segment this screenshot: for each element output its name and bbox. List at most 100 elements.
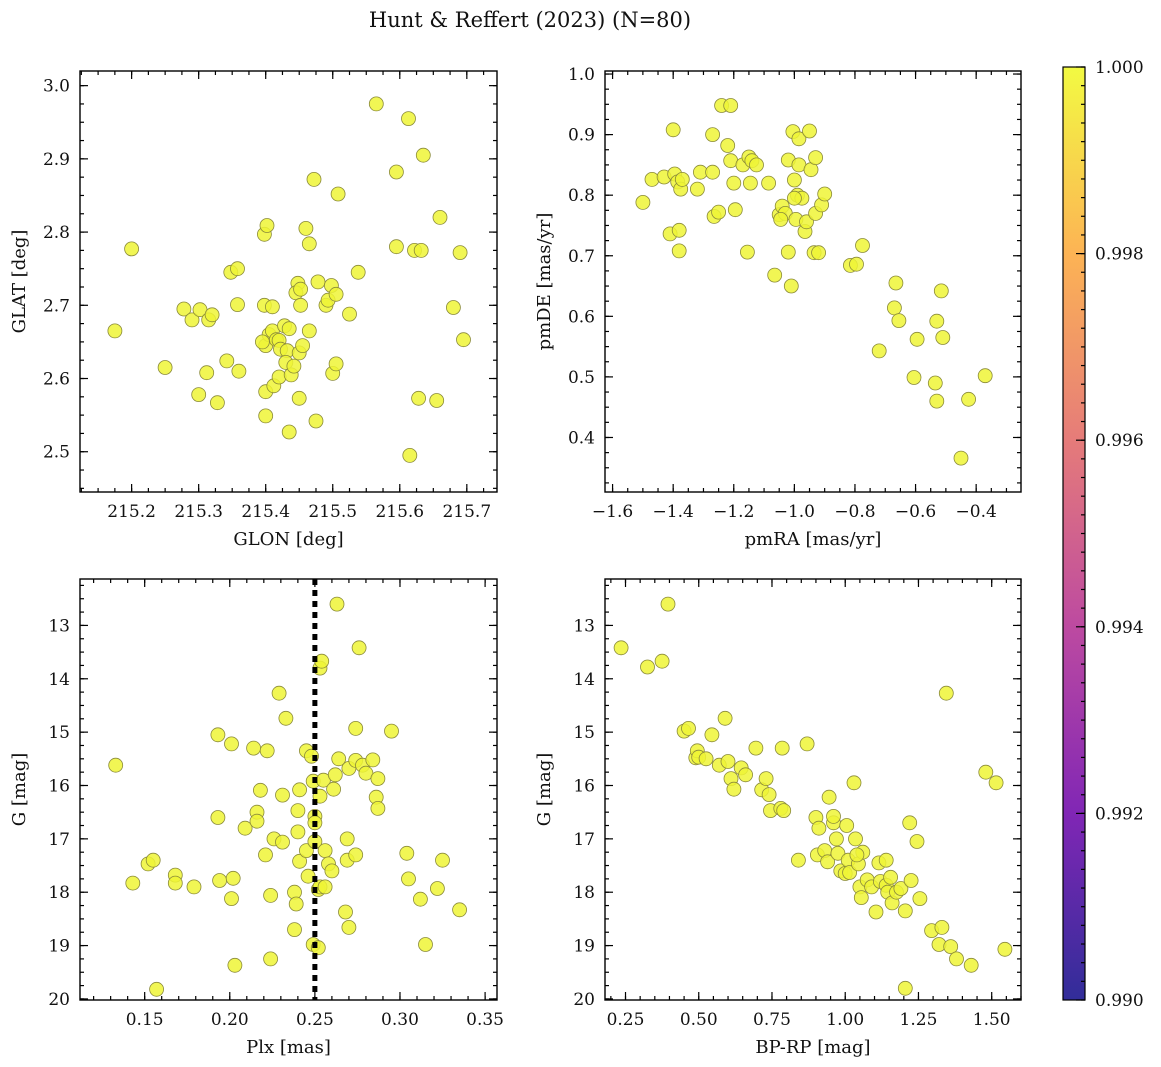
data-point xyxy=(348,721,364,736)
data-point xyxy=(868,904,884,920)
x-tick-label: −0.4 xyxy=(956,502,997,522)
data-point xyxy=(402,447,418,463)
y-tick-label: 18 xyxy=(573,883,595,903)
data-point xyxy=(435,852,450,868)
data-point xyxy=(326,781,342,797)
data-point xyxy=(934,920,950,935)
data-point xyxy=(209,395,225,411)
minor-ticks xyxy=(605,579,1022,1000)
y-tick-label: 16 xyxy=(48,776,70,796)
data-point xyxy=(720,754,736,769)
data-point xyxy=(212,873,228,888)
data-point xyxy=(758,771,774,786)
y-tick-label: 2.9 xyxy=(43,150,70,170)
data-point xyxy=(292,782,308,798)
data-point xyxy=(761,787,777,802)
x-tick-label: −1.0 xyxy=(774,502,815,522)
data-point xyxy=(204,307,220,323)
data-point xyxy=(929,313,945,329)
data-point xyxy=(330,186,346,202)
data-point xyxy=(855,238,870,253)
x-tick-label: 0.50 xyxy=(680,1010,718,1030)
data-point xyxy=(711,204,726,220)
data-point xyxy=(412,891,428,907)
data-point xyxy=(774,740,790,756)
data-point xyxy=(811,820,827,836)
data-point xyxy=(961,391,976,407)
y-tick-label: 2.8 xyxy=(43,223,70,243)
x-axis-label: BP-RP [mag] xyxy=(755,1037,870,1058)
data-point xyxy=(125,875,141,891)
data-point xyxy=(897,903,913,919)
data-point xyxy=(388,239,404,255)
x-tick-label: 215.6 xyxy=(375,502,424,522)
x-tick-label: 0.75 xyxy=(753,1010,791,1030)
data-point xyxy=(254,334,270,350)
y-axis-label: G [mag] xyxy=(9,753,30,826)
data-point xyxy=(978,764,994,780)
data-point xyxy=(331,751,347,767)
panel-glon-glat: 215.2 215.3 215.4 215.5 215.6 215.7 2.5 2.6 2.7 2… xyxy=(9,70,498,550)
data-point xyxy=(665,122,681,138)
data-point xyxy=(927,375,943,391)
y-tick-label: 18 xyxy=(48,883,70,903)
data-point xyxy=(227,957,243,973)
x-tick-label: −1.4 xyxy=(653,502,694,522)
axes-frame xyxy=(604,578,1022,1001)
data-point xyxy=(909,331,925,347)
data-point xyxy=(912,891,928,906)
data-point xyxy=(384,723,399,739)
data-point xyxy=(671,243,687,259)
y-axis-label: pmDE [mas/yr] xyxy=(534,213,555,351)
data-point xyxy=(219,353,235,369)
data-point xyxy=(849,256,864,272)
data-point xyxy=(246,740,262,756)
data-point xyxy=(452,902,468,918)
data-point xyxy=(891,313,907,329)
data-point xyxy=(429,881,445,896)
data-point xyxy=(329,596,345,612)
x-tick-label: 215.4 xyxy=(241,502,290,522)
data-point xyxy=(821,789,837,805)
data-point xyxy=(230,261,245,277)
data-point xyxy=(191,387,207,403)
axes-frame xyxy=(79,70,498,493)
data-point xyxy=(292,853,308,869)
data-point xyxy=(660,596,676,612)
data-point xyxy=(897,980,913,996)
y-tick-label: 15 xyxy=(573,723,595,743)
data-point xyxy=(317,879,333,895)
data-point xyxy=(264,299,280,315)
data-point xyxy=(938,685,954,701)
data-point xyxy=(887,300,902,316)
data-point xyxy=(933,283,949,299)
data-point xyxy=(799,736,815,752)
data-point xyxy=(418,937,433,952)
data-point xyxy=(288,896,304,912)
data-point xyxy=(263,888,279,903)
data-point xyxy=(705,164,720,180)
data-point xyxy=(787,172,802,188)
data-point xyxy=(820,854,835,870)
data-point xyxy=(988,775,1004,791)
axes-frame xyxy=(604,70,1022,493)
data-point xyxy=(298,843,314,858)
colorbar-tick-label: 0.998 xyxy=(1095,245,1144,265)
data-point xyxy=(286,358,302,374)
data-point xyxy=(846,775,862,791)
data-point xyxy=(184,312,200,328)
data-point xyxy=(388,164,404,180)
x-axis-label: GLON [deg] xyxy=(233,529,343,550)
data-point xyxy=(230,297,245,313)
data-point xyxy=(903,873,919,888)
data-point xyxy=(157,360,173,375)
x-tick-label: 1.00 xyxy=(826,1010,864,1030)
x-tick-label: 1.50 xyxy=(973,1010,1011,1030)
y-tick-label: 14 xyxy=(48,670,70,690)
colorbar-tick-label: 0.996 xyxy=(1095,431,1144,451)
data-point xyxy=(811,245,826,261)
data-point xyxy=(849,847,865,863)
data-point xyxy=(341,920,357,935)
y-tick-label: 0.6 xyxy=(568,307,595,327)
data-point xyxy=(644,171,660,187)
